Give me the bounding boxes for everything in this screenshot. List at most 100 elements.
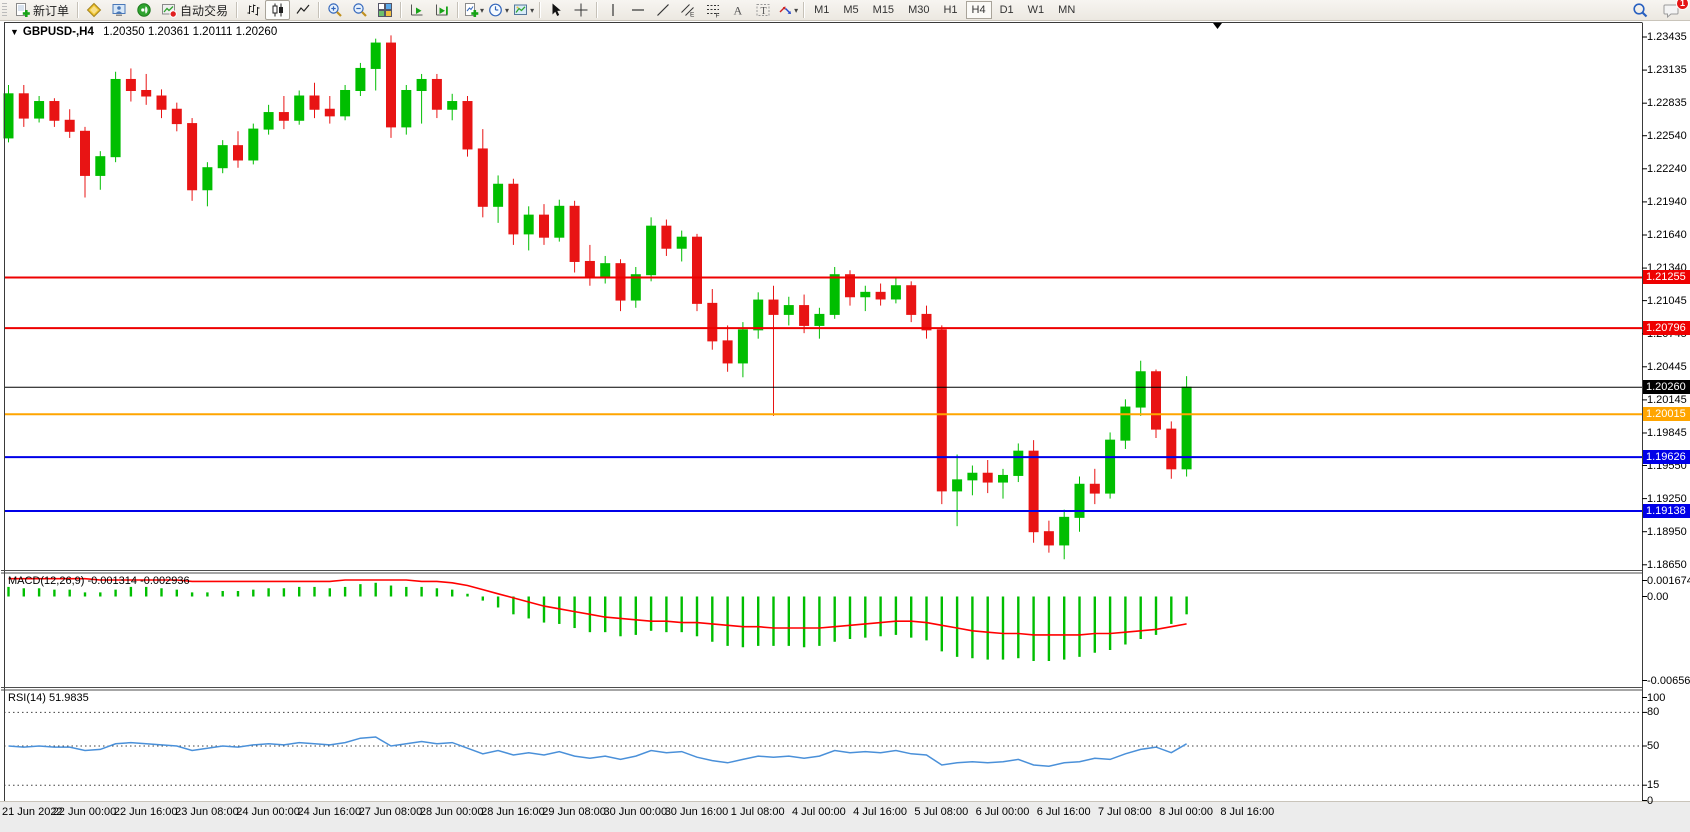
time-axis-label: 1 Jul 08:00 <box>730 806 785 818</box>
vertical-line-button[interactable] <box>600 0 625 20</box>
trendline-button[interactable] <box>650 0 675 20</box>
rsi-indicator-label: RSI(14) 51.9835 <box>8 692 89 704</box>
arrows-icon <box>779 6 792 14</box>
price-axis-tick: 1.22835 <box>1647 97 1687 110</box>
toolbar-separator <box>318 2 320 18</box>
tile-windows-button[interactable] <box>372 0 397 20</box>
signals-button[interactable] <box>131 0 156 20</box>
candle-body <box>1151 371 1161 430</box>
candle-body <box>845 274 855 298</box>
auto-trading-button[interactable]: 自动交易 <box>156 0 233 20</box>
timeframe-button-m1[interactable]: M1 <box>814 4 830 16</box>
symbol-dropdown-icon[interactable]: ▼ <box>10 27 19 37</box>
time-axis-label: 23 Jun 08:00 <box>175 806 239 818</box>
candle-body <box>125 78 136 91</box>
line-chart-button[interactable] <box>290 0 315 20</box>
price-axis-tick: 1.20145 <box>1647 393 1687 406</box>
search-icon <box>1633 2 1648 17</box>
text-label-button[interactable]: T <box>750 0 775 20</box>
zoom-in-button[interactable] <box>322 0 347 20</box>
price-axis-tick: 1.22540 <box>1647 129 1687 142</box>
terminal-button[interactable] <box>106 0 131 20</box>
macd-indicator-label: MACD(12,26,9) -0.001314 -0.002936 <box>8 575 190 587</box>
chevron-down-icon: ▾ <box>505 5 510 15</box>
candle-body <box>982 472 993 483</box>
candle-body <box>692 236 702 304</box>
candle-body <box>584 260 595 279</box>
candle-body <box>462 101 473 150</box>
search-button[interactable] <box>1628 0 1653 20</box>
price-axis-tick: 1.21640 <box>1647 228 1687 241</box>
timeframe-button-h1[interactable]: H1 <box>943 4 958 16</box>
chart-title[interactable]: ▼ GBPUSD-,H4 1.20350 1.20361 1.20111 1.20… <box>10 26 277 38</box>
candle-body <box>646 225 657 276</box>
bar-chart-button[interactable] <box>240 0 265 20</box>
templates-icon <box>514 4 528 15</box>
arrows-button[interactable]: ▾ <box>775 0 800 20</box>
equidistant-channel-button[interactable]: E <box>675 0 700 20</box>
rsi-axis-tick: 100 <box>1647 691 1666 704</box>
candle-body <box>110 78 121 158</box>
toolbar-separator <box>539 2 541 18</box>
zoom-out-button[interactable] <box>347 0 372 20</box>
new-chart-button[interactable]: ▾ <box>461 0 486 20</box>
templates-button[interactable]: ▾ <box>511 0 536 20</box>
text-button[interactable]: A <box>725 0 750 20</box>
toolbar-grip[interactable] <box>2 3 7 17</box>
new-order-icon <box>16 3 30 17</box>
candle-chart-button[interactable] <box>265 0 291 20</box>
time-axis-label: 8 Jul 16:00 <box>1220 806 1275 818</box>
horizontal-line-button[interactable] <box>625 0 650 20</box>
price-level-badge: 1.20260 <box>1643 380 1690 395</box>
candle-body <box>309 95 320 110</box>
price-level-badge: 1.20015 <box>1643 407 1690 422</box>
candle-body <box>141 89 152 97</box>
rsi-axis-tick: 50 <box>1647 740 1660 752</box>
timeframe-button-mn[interactable]: MN <box>1058 4 1076 16</box>
candle-body <box>34 101 45 119</box>
candle-body <box>1120 406 1131 441</box>
candle-body <box>661 225 672 249</box>
cursor-icon <box>552 3 561 16</box>
candle-body <box>860 291 871 298</box>
chart-ohlc-values: 1.20350 1.20361 1.20111 1.20260 <box>103 26 278 38</box>
candle-chart-icon <box>272 3 283 17</box>
time-axis-label: 22 Jun 00:00 <box>52 806 117 818</box>
cursor-button[interactable] <box>543 0 568 20</box>
auto-scroll-button[interactable] <box>404 0 429 20</box>
candle-body <box>95 156 106 176</box>
candle-body <box>523 214 534 235</box>
candle-body <box>630 274 641 301</box>
timeframe-button-d1[interactable]: D1 <box>999 4 1014 16</box>
chart-shift-button[interactable] <box>429 0 454 20</box>
timeframe-button-m30[interactable]: M30 <box>908 4 930 16</box>
timeframe-button-m15[interactable]: M15 <box>872 4 895 16</box>
timeframe-button-w1[interactable]: W1 <box>1027 4 1045 16</box>
candle-body <box>1043 531 1054 546</box>
new-order-button[interactable]: 新订单 <box>9 0 74 20</box>
candle-body <box>294 95 305 121</box>
candle-body <box>324 108 335 117</box>
chart-canvas[interactable] <box>0 21 1690 831</box>
vertical-line-icon <box>611 4 614 16</box>
time-axis-label: 27 Jun 08:00 <box>358 806 423 818</box>
fibonacci-button[interactable]: F <box>700 0 725 20</box>
new-order-label: 新订单 <box>33 3 70 18</box>
metaeditor-button[interactable] <box>81 0 106 20</box>
time-axis-label: 7 Jul 08:00 <box>1097 806 1152 818</box>
timeframe-button-m5[interactable]: M5 <box>843 4 859 16</box>
chevron-down-icon: ▾ <box>530 5 535 15</box>
chevron-down-icon: ▾ <box>480 5 485 15</box>
trendline-icon <box>656 4 669 16</box>
periods-button[interactable]: ▾ <box>486 0 511 20</box>
notifications-button[interactable]: 1 <box>1659 0 1689 20</box>
new-chart-icon <box>465 3 479 17</box>
toolbar-separator <box>236 2 238 18</box>
price-axis-tick: 1.20445 <box>1647 360 1687 373</box>
equidistant-channel-icon: E <box>680 4 695 18</box>
price-axis-tick: 1.23135 <box>1647 64 1687 77</box>
timeframe-button-h4[interactable]: H4 <box>965 1 992 19</box>
candle-body <box>263 112 274 130</box>
crosshair-button[interactable] <box>568 0 593 20</box>
candle-body <box>80 130 90 176</box>
